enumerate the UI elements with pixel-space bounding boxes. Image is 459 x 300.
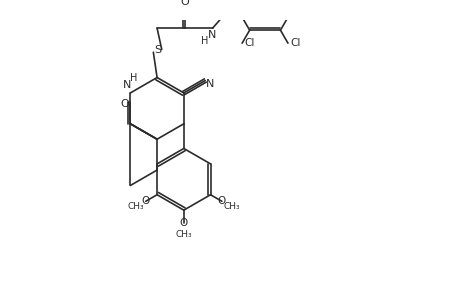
Text: N: N [207,30,215,40]
Text: H: H [130,73,138,83]
Text: N: N [122,80,130,89]
Text: CH₃: CH₃ [223,202,239,211]
Text: H: H [200,36,207,46]
Text: O: O [179,218,188,228]
Text: CH₃: CH₃ [128,202,144,211]
Text: O: O [141,196,150,206]
Text: O: O [180,0,189,7]
Text: Cl: Cl [244,38,254,48]
Text: Cl: Cl [290,38,300,48]
Text: O: O [217,196,225,206]
Text: CH₃: CH₃ [175,230,192,239]
Text: O: O [120,99,129,109]
Text: N: N [205,79,213,89]
Text: S: S [154,45,161,56]
